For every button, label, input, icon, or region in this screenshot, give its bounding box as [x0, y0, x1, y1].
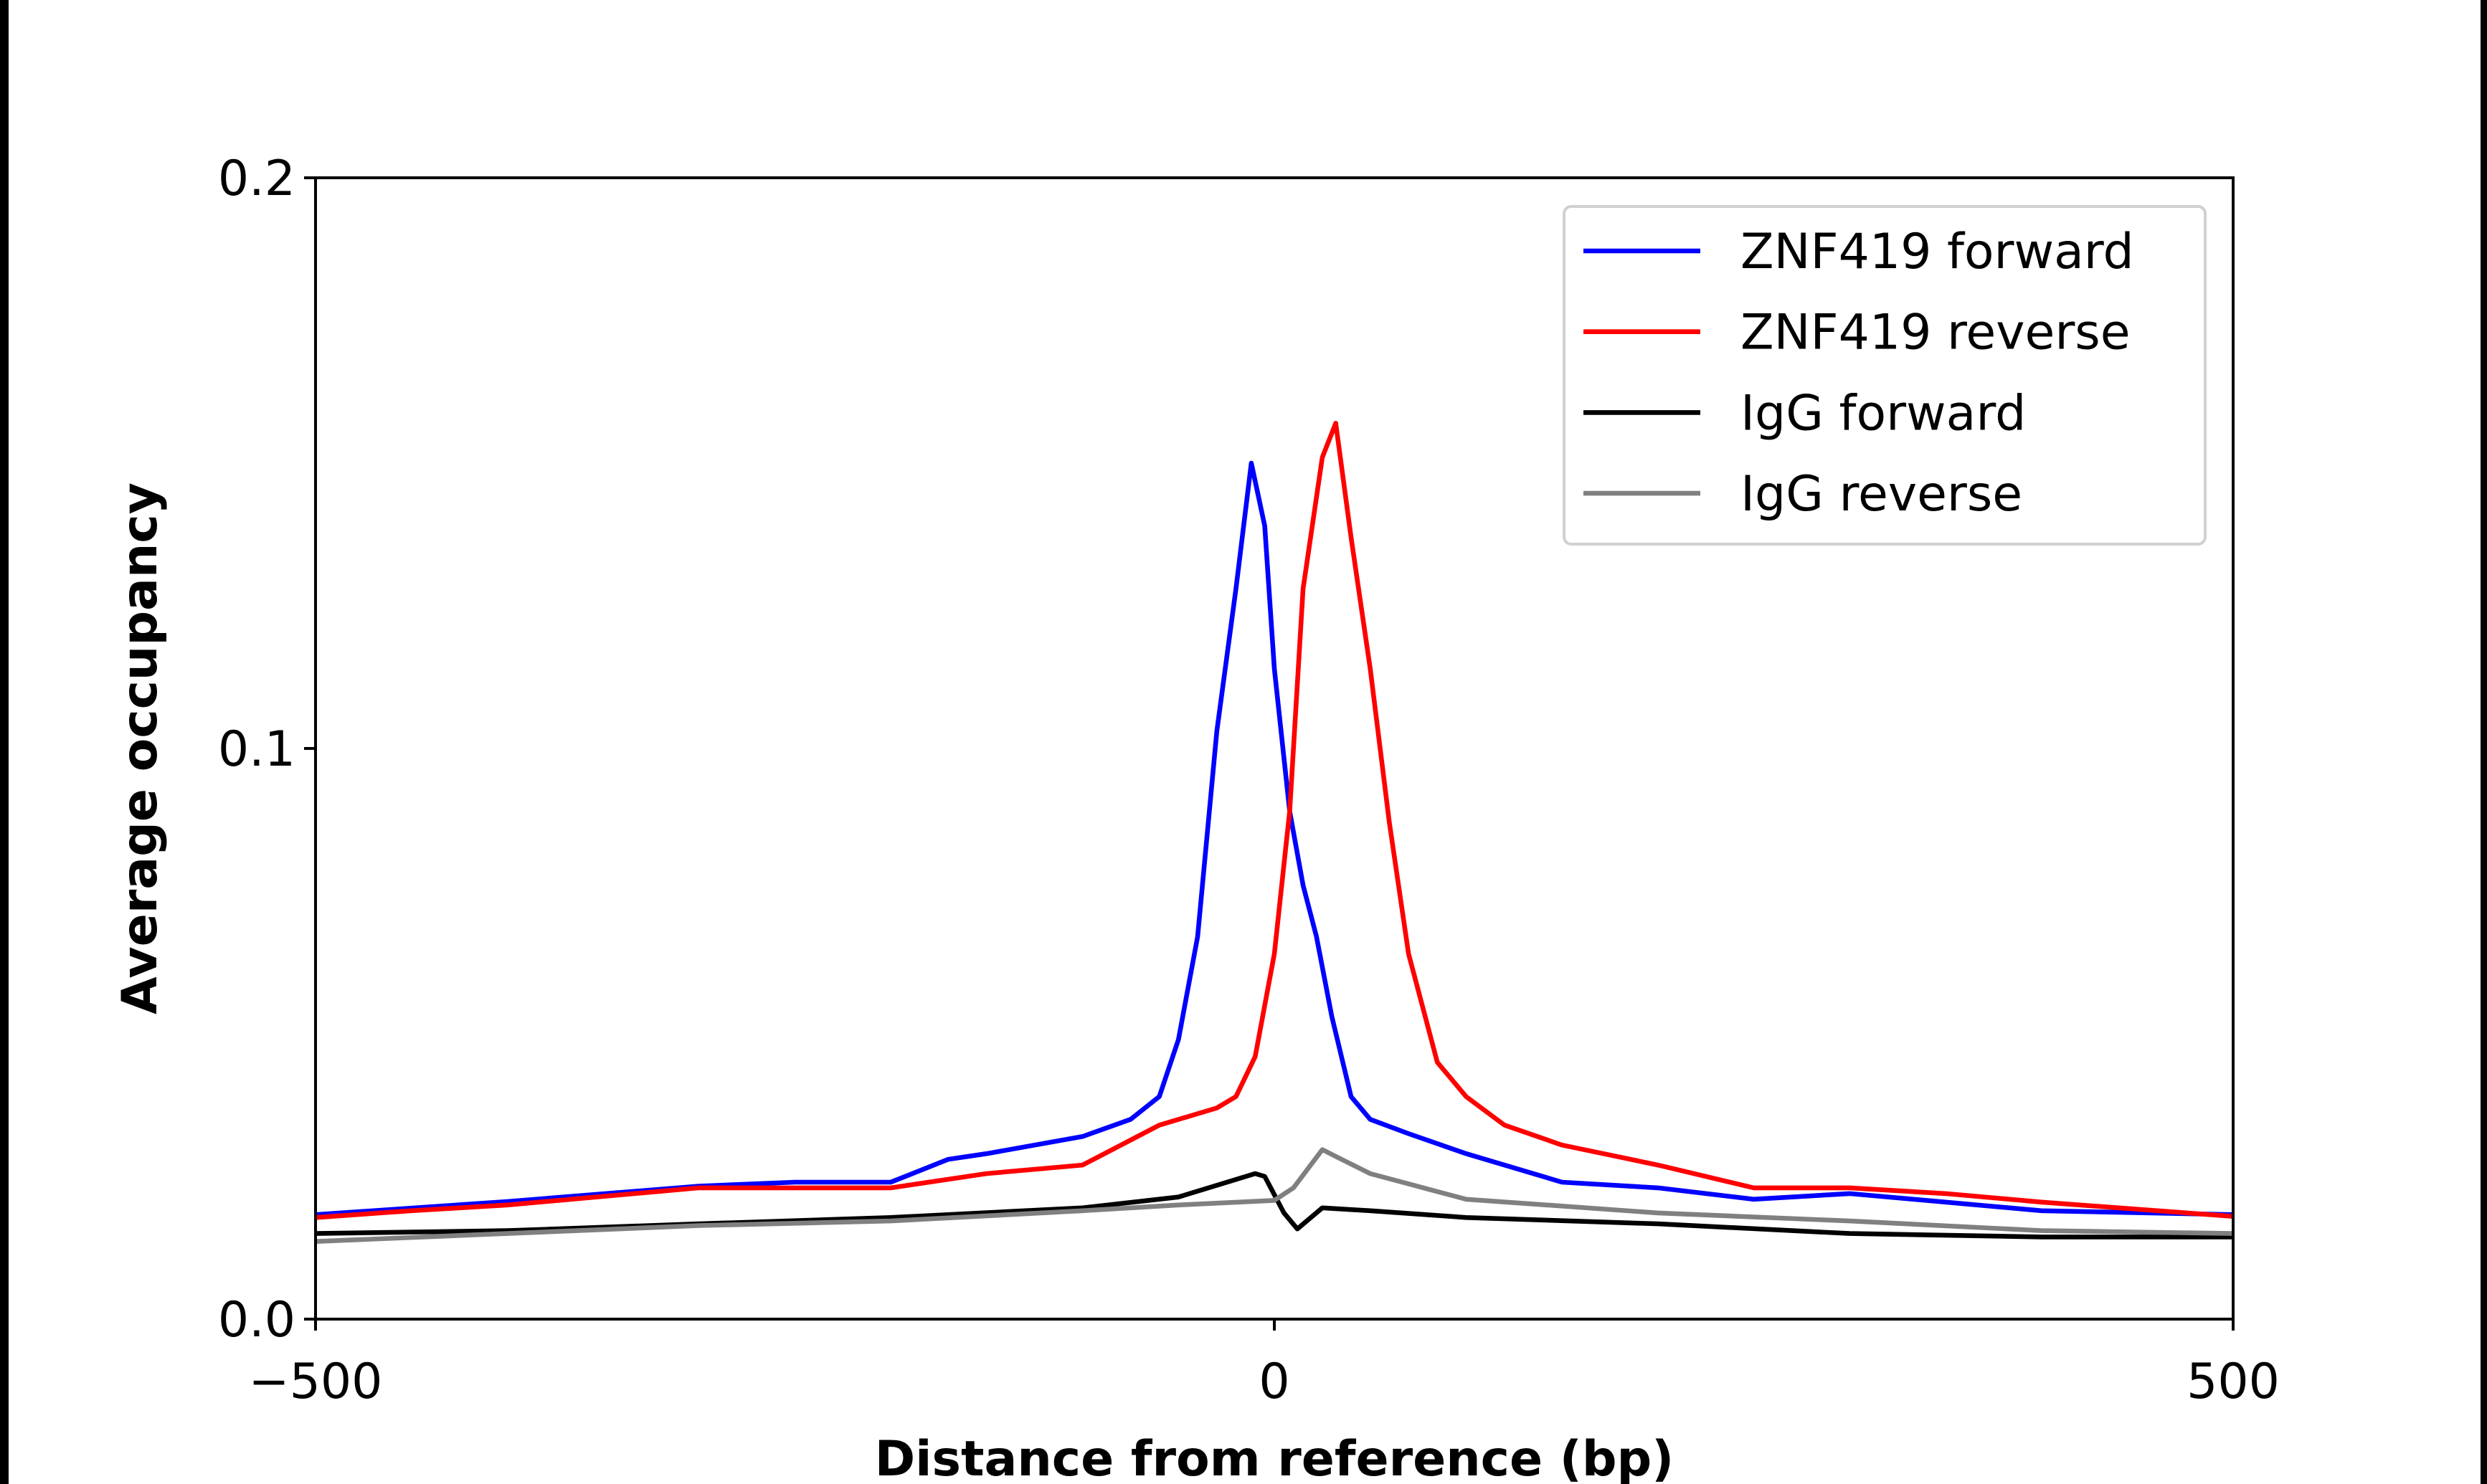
legend-label-znf419-reverse: ZNF419 reverse	[1740, 305, 2131, 361]
y-tick-label: 0.1	[218, 721, 295, 778]
x-tick-label: −500	[249, 1354, 383, 1410]
legend-box	[1563, 205, 2207, 546]
right-border	[2481, 0, 2487, 1484]
series-line-znf419-reverse	[315, 421, 2234, 1220]
series-layer	[315, 421, 2234, 1244]
series-line-igg-forward	[315, 1171, 2233, 1240]
x-tick-label: 500	[2187, 1354, 2280, 1410]
series-line-igg-reverse	[315, 1147, 2234, 1244]
x-tick-label: 0	[1259, 1354, 1289, 1410]
legend-label-igg-forward: IgG forward	[1740, 385, 2026, 442]
ticks-layer: −500 0 500 0.0 0.1 0.2	[218, 151, 2280, 1410]
legend-label-igg-reverse: IgG reverse	[1740, 466, 2022, 523]
series-line-znf419-forward	[315, 460, 2234, 1217]
y-tick-label: 0.0	[218, 1292, 295, 1349]
x-axis-label: Distance from reference (bp)	[875, 1431, 1674, 1484]
legend: ZNF419 forward ZNF419 reverse IgG forward I…	[1563, 205, 2207, 546]
y-axis-label: Average occupancy	[112, 482, 169, 1014]
y-tick-label: 0.2	[218, 151, 295, 207]
legend-label-znf419-forward: ZNF419 forward	[1740, 224, 2134, 280]
left-border	[0, 0, 9, 1484]
